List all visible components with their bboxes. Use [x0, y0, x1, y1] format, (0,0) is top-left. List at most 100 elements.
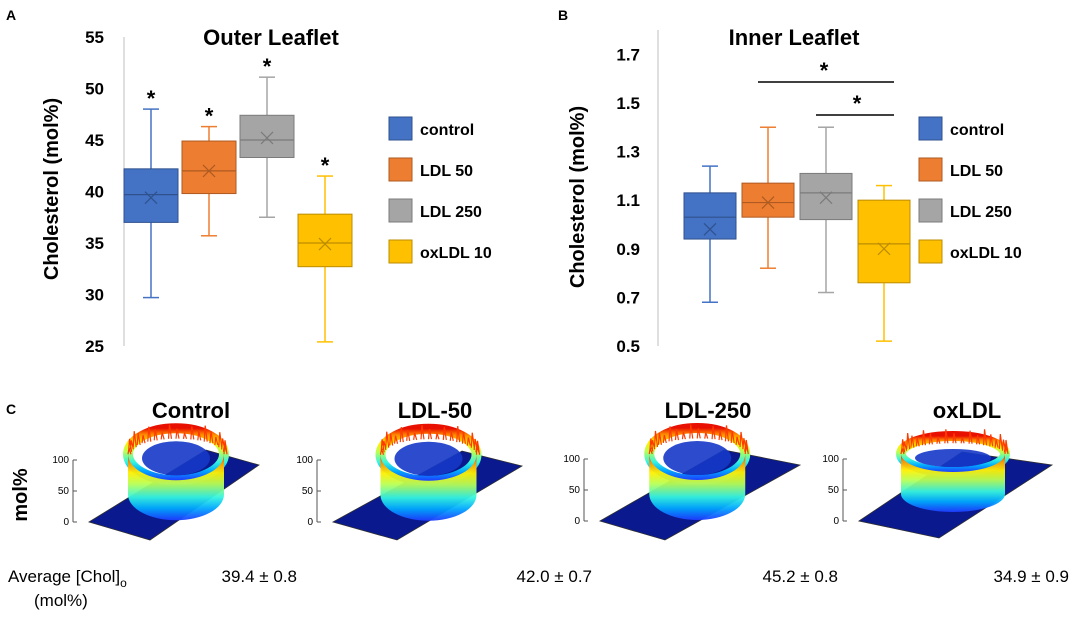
inner-box-oxldl-10	[857, 199, 911, 284]
z-tick-ldl-50-100: 100	[296, 455, 313, 466]
outer-legend-swatch-oxldl-10	[388, 239, 413, 264]
z-tick-ldl-50-0: 0	[307, 517, 313, 528]
surface-ring-inner-control	[142, 441, 210, 476]
scale-bar-ldl-50	[487, 475, 515, 499]
y-axis-label-outer: Cholesterol (mol%)	[41, 98, 63, 280]
outer-box-control	[123, 168, 179, 223]
outer-legend-label-control: control	[420, 122, 474, 139]
surface-title-ldl-250: LDL-250	[665, 398, 752, 423]
surface-plot-control: Control 0 50 100 39.4 ± 0.8	[52, 398, 297, 586]
surface-peaks-ldl-250	[648, 424, 749, 455]
outer-box-oxldl-10	[297, 213, 353, 268]
outer-mean-marker-ldl-250	[260, 131, 274, 145]
outer-y-tick-35: 35	[85, 234, 104, 253]
inner-y-tick-1-7: 1.7	[616, 45, 640, 64]
scale-bar-oxldl	[1017, 474, 1045, 498]
z-tick-oxldl-0: 0	[833, 516, 839, 527]
surface-peaks-ldl-50	[379, 425, 481, 455]
surface-title-oxldl: oxLDL	[933, 398, 1001, 423]
surface-ring-inner-oxldl	[915, 449, 991, 467]
outer-legend-swatch-control	[388, 116, 413, 141]
z-tick-control-50: 50	[58, 486, 70, 497]
surface-peaks-oxldl	[900, 429, 1009, 455]
surface-title-control: Control	[152, 398, 230, 423]
panel-letter-c: C	[6, 401, 16, 417]
outer-legend-swatch-ldl-250	[388, 198, 413, 223]
z-tick-oxldl-100: 100	[822, 454, 839, 465]
average-label-text: Average [Chol]	[8, 567, 120, 586]
z-tick-ldl-250-50: 50	[569, 485, 581, 496]
surface-plot-ldl-250: LDL-250 0 50 100 45.2 ± 0.8	[563, 398, 838, 586]
inner-legend-swatch-control	[918, 116, 943, 141]
outer-legend-label-ldl-50: LDL 50	[420, 163, 473, 180]
legend-inner: control LDL 50 LDL 250 oxLDL 10	[918, 116, 1022, 264]
inner-box-ldl-50	[741, 182, 795, 218]
panel-letter-a: A	[6, 7, 16, 23]
scale-bar-control	[224, 474, 252, 498]
chart-title-inner: Inner Leaflet	[729, 25, 860, 50]
chart-outer-leaflet: Outer Leaflet Cholesterol (mol%) 25 30 35 4…	[41, 25, 353, 356]
outer-y-tick-30: 30	[85, 286, 104, 305]
outer-box-ldl-50	[181, 140, 237, 195]
inner-box-ldl-250	[799, 172, 853, 221]
z-tick-control-0: 0	[63, 517, 69, 528]
outer-mean-marker-control	[144, 191, 158, 205]
average-value-ldl-250: 45.2 ± 0.8	[763, 567, 839, 586]
surface-wall-ldl-250	[649, 454, 746, 520]
outer-mean-marker-ldl-50	[202, 164, 216, 178]
z-tick-ldl-50-50: 50	[302, 486, 314, 497]
scale-bar-ldl-250	[765, 474, 793, 498]
average-value-control: 39.4 ± 0.8	[222, 567, 298, 586]
inner-legend-swatch-ldl-250	[918, 198, 943, 223]
outer-y-tick-50: 50	[85, 80, 104, 99]
chart-title-outer: Outer Leaflet	[203, 25, 339, 50]
inner-mean-marker-ldl-50	[761, 196, 775, 210]
panel-letter-b: B	[558, 7, 568, 23]
outer-mean-marker-oxldl-10	[318, 237, 332, 251]
surface-plot-ldl-50: LDL-50 0 50 100 42.0 ± 0.7	[296, 398, 592, 586]
inner-mean-marker-oxldl-10	[877, 242, 891, 256]
outer-sig-star-ldl-250: *	[263, 54, 272, 79]
surface-plots-panel: mol% Control 0 50 100 39.4 ± 0.8 LDL-50 0 50 100…	[10, 398, 1069, 586]
inner-legend-swatch-oxldl-10	[918, 239, 943, 264]
outer-sig-star-oxldl-10: *	[321, 153, 330, 178]
surface-wall-oxldl	[901, 454, 1005, 512]
z-tick-ldl-250-100: 100	[563, 454, 580, 465]
outer-box-ldl-250	[239, 114, 295, 159]
inner-box-control	[683, 192, 737, 240]
surface-ring-inner-ldl-50	[394, 441, 463, 476]
inner-y-tick-1-3: 1.3	[616, 143, 640, 162]
inner-legend-label-ldl-50: LDL 50	[950, 163, 1003, 180]
surface-ring-inner-ldl-250	[663, 441, 732, 475]
surface-plot-oxldl: oxLDL 0 50 100 34.9 ± 0.9	[822, 398, 1069, 586]
outer-sig-star-control: *	[147, 86, 156, 111]
inner-comparison-star-1: *	[853, 91, 862, 116]
z-axis-label: mol%	[10, 468, 32, 522]
inner-mean-marker-control	[703, 222, 717, 236]
inner-comparison-star-0: *	[820, 58, 829, 83]
surface-wall-control	[128, 454, 224, 521]
z-tick-oxldl-50: 50	[828, 485, 840, 496]
surface-title-ldl-50: LDL-50	[398, 398, 473, 423]
average-value-oxldl: 34.9 ± 0.9	[994, 567, 1070, 586]
average-label: Average [Chol]o	[8, 567, 127, 590]
inner-legend-label-control: control	[950, 122, 1004, 139]
average-value-ldl-50: 42.0 ± 0.7	[517, 567, 593, 586]
outer-y-tick-40: 40	[85, 183, 104, 202]
outer-legend-label-ldl-250: LDL 250	[420, 204, 482, 221]
chart-inner-leaflet: Inner Leaflet Cholesterol (mol%) 0.5 0.7 0…	[567, 25, 911, 356]
z-tick-control-100: 100	[52, 455, 69, 466]
inner-y-tick-0-5: 0.5	[616, 337, 640, 356]
inner-legend-label-ldl-250: LDL 250	[950, 204, 1012, 221]
surface-wall-ldl-50	[380, 454, 477, 521]
legend-outer: control LDL 50 LDL 250 oxLDL 10	[388, 116, 492, 264]
inner-y-tick-0-7: 0.7	[616, 288, 640, 307]
average-label-subscript: o	[120, 576, 127, 590]
surface-peaks-control	[127, 424, 228, 455]
inner-y-tick-1-5: 1.5	[616, 94, 640, 113]
average-label-units: (mol%)	[34, 591, 88, 610]
outer-y-tick-55: 55	[85, 28, 104, 47]
inner-y-tick-0-9: 0.9	[616, 240, 640, 259]
z-tick-ldl-250-0: 0	[574, 516, 580, 527]
inner-legend-label-oxldl-10: oxLDL 10	[950, 245, 1022, 262]
